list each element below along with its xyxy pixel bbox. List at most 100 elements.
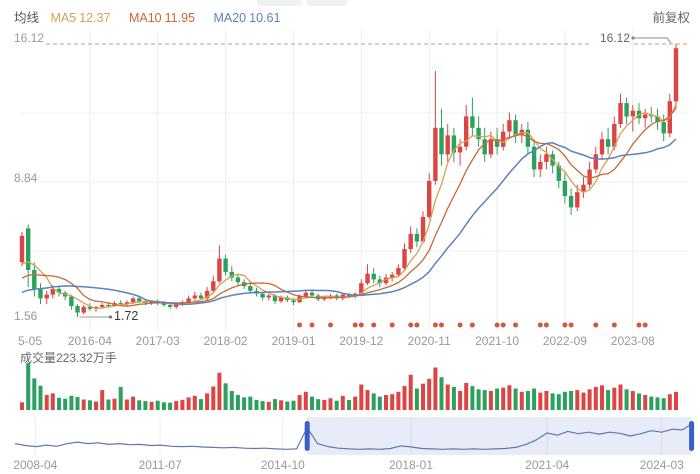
volume-bar [600, 385, 604, 410]
event-marker-dot[interactable] [432, 322, 438, 328]
toolbar-button[interactable] [307, 0, 347, 6]
volume-bar [593, 386, 598, 410]
volume-bar [556, 394, 561, 410]
y-axis-label-mid: 8.84 [14, 171, 38, 185]
volume-bar [575, 390, 580, 410]
candle-body [581, 184, 586, 193]
event-marker-dot[interactable] [352, 322, 358, 328]
event-marker-dot[interactable] [543, 322, 549, 328]
event-markers[interactable] [297, 322, 648, 328]
event-marker-dot[interactable] [537, 322, 543, 328]
volume-bar [229, 391, 234, 410]
event-marker-dot[interactable] [611, 322, 617, 328]
volume-bar [377, 396, 382, 410]
volume-bar [538, 392, 543, 410]
navigator-axis-labels: 2008-04 2011-07 2014-10 2018-01 2021-04 2024-… [13, 458, 684, 472]
candle-body [272, 295, 278, 302]
candle-body [414, 233, 420, 242]
event-marker-dot[interactable] [328, 322, 333, 328]
event-marker-dot[interactable] [439, 322, 444, 328]
candle-body [562, 180, 568, 197]
ma10-value: 11.95 [164, 11, 195, 25]
volume-bar [20, 402, 24, 410]
candle-body [396, 268, 401, 275]
event-marker-dot[interactable] [500, 322, 506, 328]
low-price-annotation: 1.72 [114, 309, 139, 323]
volume-bar [87, 400, 92, 410]
volume-bar [279, 400, 284, 410]
volume-bar [260, 401, 265, 410]
volume-bar [81, 399, 86, 410]
volume-bar [427, 378, 432, 410]
volume-bar [297, 395, 302, 410]
volume-bar [630, 391, 635, 410]
volume-bars[interactable] [20, 363, 678, 411]
x-axis-tick-label: 2022-09 [543, 334, 587, 348]
event-marker-dot[interactable] [358, 322, 364, 328]
volume-bar [655, 397, 660, 410]
volume-bar [340, 395, 345, 410]
event-marker-dot[interactable] [494, 322, 500, 328]
x-axis-tick-label: 2017-03 [136, 334, 180, 348]
candle-body [612, 124, 617, 147]
candle-body [377, 279, 382, 284]
volume-bar [488, 391, 493, 410]
volume-bar [396, 391, 401, 410]
candle-body [56, 288, 62, 293]
volume-bar [100, 390, 105, 410]
navigator-right-handle[interactable] [689, 421, 695, 451]
x-axis-labels: 5-05 2016-04 2017-03 2018-02 2019-01 2019-12 2… [18, 334, 655, 348]
event-marker-dot[interactable] [371, 322, 377, 328]
event-marker-dot[interactable] [309, 322, 315, 328]
navigator-left-handle[interactable] [304, 421, 310, 451]
volume-bar [334, 400, 339, 410]
candle-body [365, 273, 370, 284]
candles[interactable] [19, 44, 679, 317]
x-axis-tick-label: 2016-04 [68, 334, 112, 348]
volume-bar [464, 382, 469, 410]
candle-body [235, 277, 241, 283]
volume-bar [439, 377, 444, 410]
legend-ma5[interactable]: MA5 12.37 [51, 11, 117, 25]
event-marker-dot[interactable] [408, 322, 414, 328]
event-marker-dot[interactable] [568, 322, 574, 328]
candle-body [149, 301, 154, 304]
adjust-mode-button[interactable]: 前复权 [652, 11, 690, 25]
candle-body [488, 139, 494, 155]
event-marker-dot[interactable] [562, 322, 568, 328]
event-marker-dot[interactable] [513, 322, 519, 328]
volume-bar [303, 391, 308, 410]
event-marker-dot[interactable] [414, 322, 420, 328]
event-marker-dot[interactable] [469, 322, 475, 328]
legend-ma10[interactable]: MA10 11.95 [129, 11, 202, 25]
navigator-tick-label: 2011-07 [139, 458, 182, 472]
event-marker-dot[interactable] [642, 322, 648, 328]
legend-ma20[interactable]: MA20 10.61 [213, 11, 283, 25]
volume-bar [137, 400, 142, 410]
volume-bar [254, 399, 259, 410]
candle-body [161, 303, 167, 305]
navigator-tick-label: 2021-04 [525, 458, 569, 472]
event-marker-dot[interactable] [593, 322, 599, 328]
volume-bar [149, 401, 154, 410]
volume-bar [131, 396, 136, 410]
volume-bar [581, 392, 586, 410]
candle-body [476, 127, 481, 140]
candle-body [599, 139, 605, 155]
candle-body [525, 129, 531, 147]
candle-body [81, 306, 86, 313]
candle-body [427, 180, 432, 217]
event-marker-dot[interactable] [297, 322, 303, 328]
event-marker-dot[interactable] [389, 322, 395, 328]
candle-body [217, 258, 222, 282]
candle-body [593, 154, 598, 170]
timeline-navigator[interactable] [14, 417, 695, 455]
candle-body [75, 306, 80, 313]
toolbar-button[interactable] [257, 0, 302, 6]
volume-bar [217, 372, 222, 410]
event-marker-dot[interactable] [636, 322, 642, 328]
candle-body [186, 298, 191, 303]
event-marker-dot[interactable] [457, 322, 463, 328]
ma10-line [21, 108, 677, 307]
